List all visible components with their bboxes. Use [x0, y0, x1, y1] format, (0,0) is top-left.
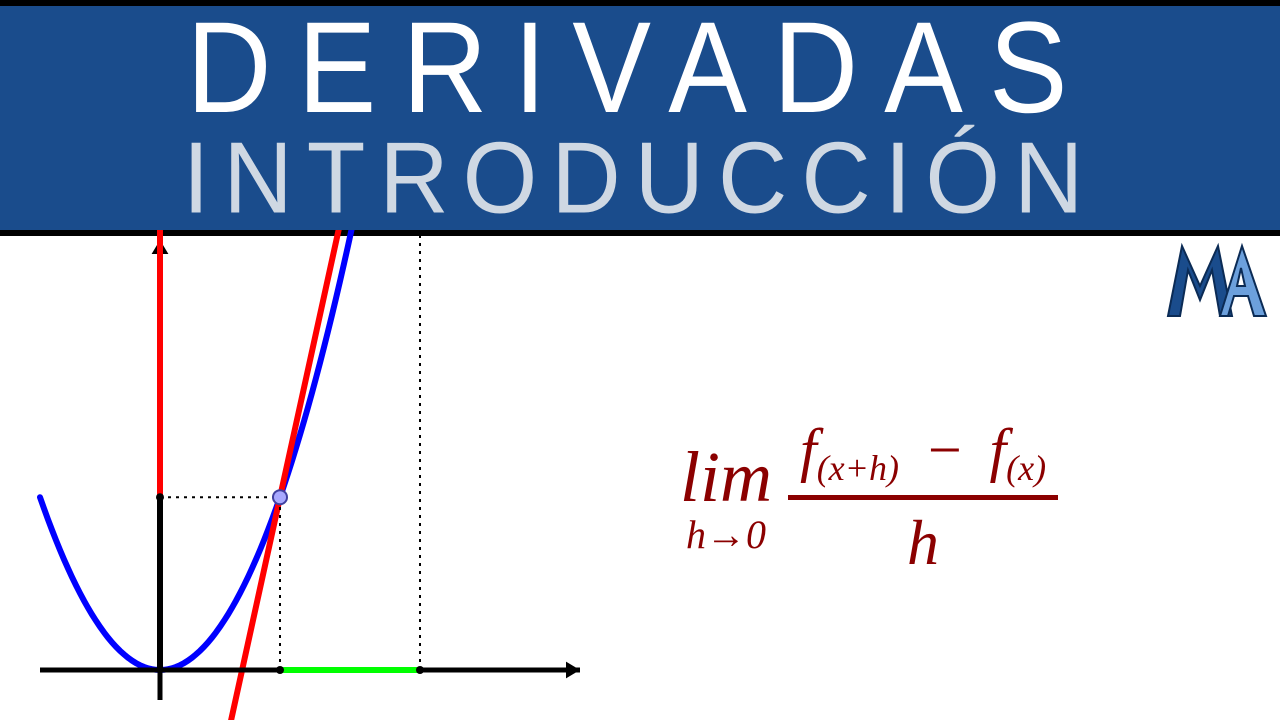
- lim-text: lim: [680, 441, 772, 513]
- content-area: lim h→0 f(x+h) − f(x) h: [0, 236, 1280, 720]
- title-derivadas: DERIVADAS: [186, 3, 1093, 133]
- numerator: f(x+h) − f(x): [788, 416, 1058, 500]
- limit-operator: lim h→0: [680, 441, 772, 555]
- logo-svg: [1168, 246, 1266, 316]
- denominator: h: [788, 500, 1058, 580]
- derivative-graph: [20, 230, 640, 720]
- header-banner: DERIVADAS INTRODUCCIÓN: [0, 0, 1280, 236]
- lim-subscript: h→0: [680, 515, 772, 555]
- title-introduccion: INTRODUCCIÓN: [183, 129, 1098, 230]
- difference-quotient: f(x+h) − f(x) h: [788, 416, 1058, 580]
- derivative-limit-formula: lim h→0 f(x+h) − f(x) h: [680, 416, 1240, 636]
- ma-logo: [1162, 238, 1272, 328]
